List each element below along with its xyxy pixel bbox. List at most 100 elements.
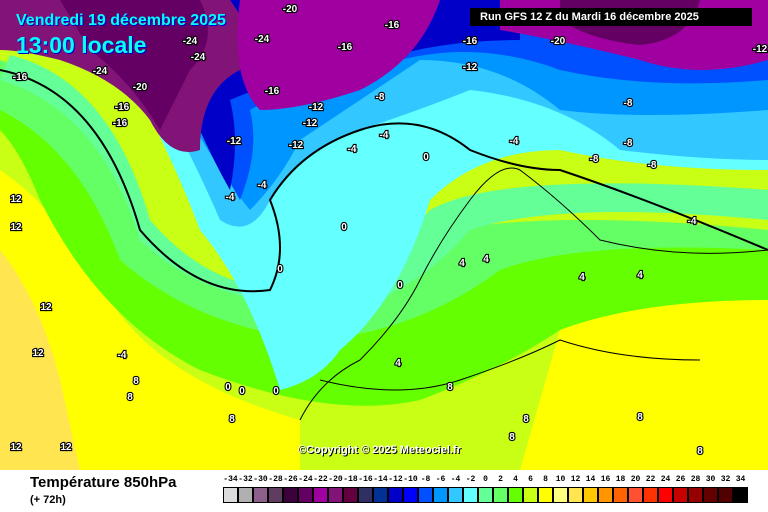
legend-label: 14 — [585, 475, 596, 484]
legend-label: -6 — [435, 475, 446, 484]
legend-label: 0 — [483, 475, 488, 484]
temperature-value-label: -16 — [385, 20, 400, 31]
temperature-value-label: -12 — [753, 44, 768, 55]
temperature-value-label: 4 — [459, 258, 465, 269]
temperature-value-label: -12 — [227, 136, 242, 147]
temperature-value-label: 12 — [40, 302, 52, 313]
legend-label: -26 — [283, 475, 298, 484]
legend-label: -28 — [268, 475, 283, 484]
temperature-value-label: 8 — [229, 414, 235, 425]
legend-label: -14 — [373, 475, 388, 484]
legend-label: -8 — [420, 475, 431, 484]
run-info: Run GFS 12 Z du Mardi 16 décembre 2025 — [470, 8, 752, 26]
legend-swatch — [673, 487, 688, 503]
zone-green — [0, 70, 768, 406]
temperature-value-label: 8 — [523, 414, 529, 425]
legend-swatch — [328, 487, 343, 503]
coastline-med — [319, 339, 701, 391]
zone-purple-center — [237, 0, 440, 110]
temperature-value-label: -16 — [463, 36, 478, 47]
legend-swatch — [553, 487, 568, 503]
legend-swatch — [358, 487, 373, 503]
legend-swatch — [493, 487, 508, 503]
legend-swatch — [403, 487, 418, 503]
legend-swatch — [688, 487, 703, 503]
temperature-value-label: -8 — [376, 92, 385, 103]
legend-label: -20 — [328, 475, 343, 484]
temperature-value-label: 0 — [225, 382, 231, 393]
temperature-value-label: -4 — [258, 180, 267, 191]
legend-swatch — [658, 487, 673, 503]
temperature-value-label: 12 — [10, 222, 22, 233]
legend-swatch — [238, 487, 253, 503]
legend-label: 8 — [543, 475, 548, 484]
forecast-date: Vendredi 19 décembre 2025 — [16, 12, 226, 29]
isotherm-zero — [0, 69, 768, 293]
legend-label: 18 — [615, 475, 626, 484]
legend-swatch — [508, 487, 523, 503]
legend-swatch — [583, 487, 598, 503]
temperature-value-label: 0 — [239, 386, 245, 397]
legend-label: 4 — [513, 475, 518, 484]
temperature-value-label: 8 — [509, 432, 515, 443]
legend-swatch — [433, 487, 448, 503]
legend-label: 20 — [630, 475, 641, 484]
temperature-value-label: 8 — [127, 392, 133, 403]
temperature-value-label: -4 — [118, 350, 127, 361]
legend-swatch — [733, 487, 748, 503]
temperature-value-label: -4 — [380, 130, 389, 141]
zone-yellow-se — [520, 290, 768, 470]
legend-label: -30 — [253, 475, 268, 484]
legend-label: 26 — [675, 475, 686, 484]
temperature-value-label: -20 — [283, 4, 298, 15]
coastline-europe — [299, 167, 768, 421]
legend-label: 6 — [528, 475, 533, 484]
legend-swatch — [298, 487, 313, 503]
temperature-value-label: -24 — [93, 66, 108, 77]
legend-swatch — [388, 487, 403, 503]
legend-swatch — [568, 487, 583, 503]
temperature-value-label: 0 — [341, 222, 347, 233]
legend-label: -34 — [223, 475, 238, 484]
temperature-value-label: 8 — [447, 382, 453, 393]
legend-label: -10 — [403, 475, 418, 484]
legend-swatch — [463, 487, 478, 503]
legend-label: 16 — [600, 475, 611, 484]
legend-swatch — [313, 487, 328, 503]
legend-label: 22 — [645, 475, 656, 484]
legend-swatch — [628, 487, 643, 503]
legend-label: 2 — [498, 475, 503, 484]
temperature-value-label: 4 — [637, 270, 643, 281]
legend-swatch — [598, 487, 613, 503]
temperature-value-label: -16 — [113, 118, 128, 129]
temperature-value-label: 4 — [483, 254, 489, 265]
legend-swatch — [373, 487, 388, 503]
legend-label: 34 — [735, 475, 746, 484]
legend-swatch — [613, 487, 628, 503]
legend-label: -16 — [358, 475, 373, 484]
temperature-value-label: -16 — [115, 102, 130, 113]
legend-swatch — [418, 487, 433, 503]
legend-swatch — [253, 487, 268, 503]
temperature-value-label: -12 — [303, 118, 318, 129]
legend-label: 12 — [570, 475, 581, 484]
copyright: ©Copyright © 2025 Meteociel.fr — [298, 444, 461, 456]
legend-swatch — [223, 487, 238, 503]
legend-label: -22 — [313, 475, 328, 484]
temperature-value-label: -24 — [191, 52, 206, 63]
temperature-value-label: 4 — [395, 358, 401, 369]
legend-swatch — [268, 487, 283, 503]
temperature-value-label: -20 — [551, 36, 566, 47]
legend-label: 24 — [660, 475, 671, 484]
temperature-value-label: 12 — [10, 194, 22, 205]
legend-label: -4 — [450, 475, 461, 484]
legend-swatch — [523, 487, 538, 503]
legend-label: -2 — [465, 475, 476, 484]
temperature-value-label: 0 — [277, 264, 283, 275]
temperature-value-label: -4 — [688, 216, 697, 227]
legend-swatch — [538, 487, 553, 503]
temperature-value-label: -8 — [624, 98, 633, 109]
legend-label: -12 — [388, 475, 403, 484]
temperature-value-label: -12 — [289, 140, 304, 151]
legend-label: -18 — [343, 475, 358, 484]
